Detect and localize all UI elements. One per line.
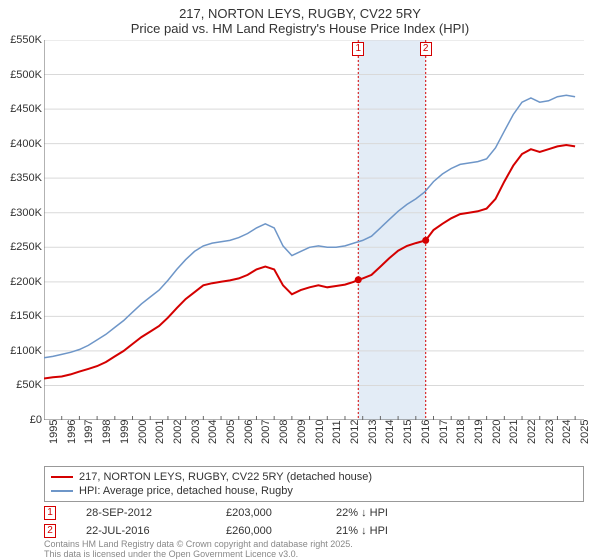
title-line1: 217, NORTON LEYS, RUGBY, CV22 5RY (0, 6, 600, 21)
sale-row-marker: 1 (44, 506, 56, 520)
sale-row: 1 28-SEP-2012£203,00022% ↓ HPI (44, 504, 584, 522)
legend: 217, NORTON LEYS, RUGBY, CV22 5RY (detac… (44, 466, 584, 502)
x-tick-label: 2022 (526, 420, 538, 444)
x-tick-label: 1997 (83, 420, 95, 444)
chart-plot-area: 12 (44, 40, 584, 420)
sale-price: £260,000 (226, 525, 336, 537)
legend-item: HPI: Average price, detached house, Rugb… (51, 484, 577, 498)
sale-delta: 22% ↓ HPI (336, 507, 446, 519)
sale-delta: 21% ↓ HPI (336, 525, 446, 537)
x-tick-label: 2014 (384, 420, 396, 444)
x-tick-label: 2000 (137, 420, 149, 444)
x-tick-label: 1998 (101, 420, 113, 444)
y-tick-label: £150K (10, 310, 42, 322)
legend-swatch (51, 490, 73, 492)
x-tick-label: 2010 (314, 420, 326, 444)
y-tick-label: £300K (10, 207, 42, 219)
x-tick-label: 2013 (367, 420, 379, 444)
sale-date: 28-SEP-2012 (86, 507, 226, 519)
x-tick-label: 2021 (508, 420, 520, 444)
sale-row: 2 22-JUL-2016£260,00021% ↓ HPI (44, 522, 584, 540)
x-tick-label: 2007 (260, 420, 272, 444)
y-tick-label: £100K (10, 345, 42, 357)
legend-swatch (51, 476, 73, 478)
y-tick-label: £450K (10, 103, 42, 115)
x-tick-label: 1999 (119, 420, 131, 444)
y-tick-label: £0 (30, 414, 42, 426)
x-tick-label: 2025 (579, 420, 591, 444)
line-chart-svg (44, 40, 584, 420)
x-tick-label: 2019 (473, 420, 485, 444)
y-tick-label: £250K (10, 241, 42, 253)
x-tick-label: 2006 (243, 420, 255, 444)
x-tick-label: 2002 (172, 420, 184, 444)
sale-date: 22-JUL-2016 (86, 525, 226, 537)
y-tick-label: £50K (16, 379, 42, 391)
x-tick-label: 2003 (190, 420, 202, 444)
title-line2: Price paid vs. HM Land Registry's House … (0, 21, 600, 36)
y-tick-label: £400K (10, 138, 42, 150)
sale-marker-label: 1 (352, 42, 364, 56)
x-tick-label: 2001 (154, 420, 166, 444)
x-tick-label: 2023 (544, 420, 556, 444)
y-tick-label: £500K (10, 69, 42, 81)
x-tick-label: 2024 (561, 420, 573, 444)
sale-price: £203,000 (226, 507, 336, 519)
legend-label: HPI: Average price, detached house, Rugb… (79, 485, 293, 497)
x-tick-label: 2020 (491, 420, 503, 444)
x-tick-label: 2005 (225, 420, 237, 444)
sale-marker-label: 2 (420, 42, 432, 56)
x-tick-label: 2015 (402, 420, 414, 444)
sales-table: 1 28-SEP-2012£203,00022% ↓ HPI 2 22-JUL-201… (44, 504, 584, 540)
y-axis: £0£50K£100K£150K£200K£250K£300K£350K£400… (0, 40, 44, 420)
y-tick-label: £350K (10, 172, 42, 184)
x-tick-label: 2012 (349, 420, 361, 444)
footer-line2: This data is licensed under the Open Gov… (44, 550, 353, 560)
x-tick-label: 2016 (420, 420, 432, 444)
x-tick-label: 2008 (278, 420, 290, 444)
y-tick-label: £550K (10, 34, 42, 46)
y-tick-label: £200K (10, 276, 42, 288)
legend-label: 217, NORTON LEYS, RUGBY, CV22 5RY (detac… (79, 471, 372, 483)
legend-item: 217, NORTON LEYS, RUGBY, CV22 5RY (detac… (51, 470, 577, 484)
x-tick-label: 2017 (438, 420, 450, 444)
x-tick-label: 1996 (66, 420, 78, 444)
x-tick-label: 2004 (207, 420, 219, 444)
x-tick-label: 2009 (296, 420, 308, 444)
x-tick-label: 1995 (48, 420, 60, 444)
sale-row-marker: 2 (44, 524, 56, 538)
x-tick-label: 2011 (331, 420, 343, 444)
footer-attribution: Contains HM Land Registry data © Crown c… (44, 540, 353, 560)
chart-title: 217, NORTON LEYS, RUGBY, CV22 5RY Price … (0, 0, 600, 38)
x-tick-label: 2018 (455, 420, 467, 444)
